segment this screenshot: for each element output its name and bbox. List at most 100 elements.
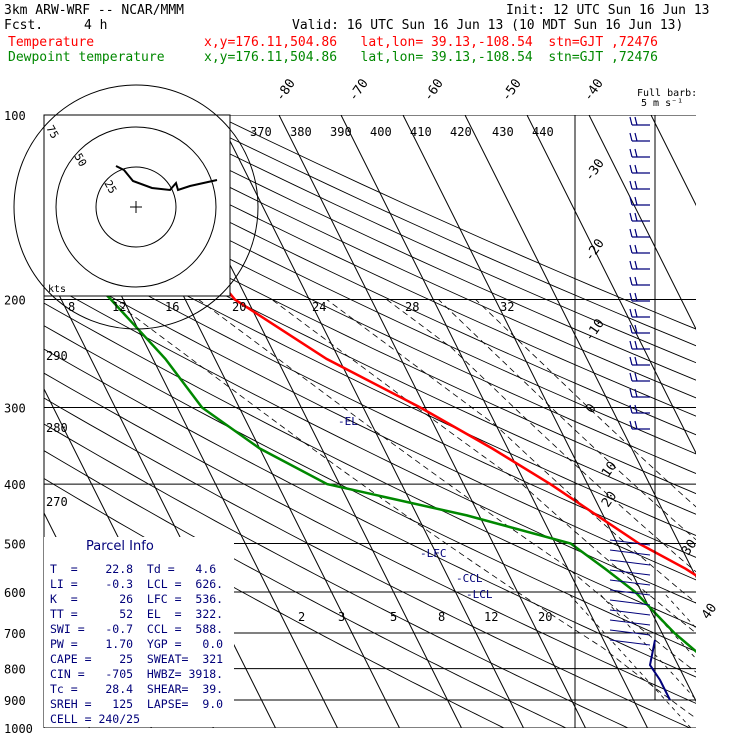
- wind-barb: [609, 559, 651, 566]
- isotherm-label: -10: [582, 316, 608, 344]
- hodo-ring: [95, 166, 177, 248]
- wind-barb: [609, 549, 651, 556]
- mixing-ratio-line: [731, 592, 740, 728]
- dry-adiabat: [183, 115, 696, 347]
- wind-barb: [629, 148, 650, 158]
- wind-barb: [629, 356, 650, 366]
- mixing-ratio-label: 3: [338, 610, 345, 624]
- wind-barb: [609, 569, 651, 576]
- isotherm-label: 0: [583, 401, 600, 416]
- dry-adiabat: [44, 161, 696, 474]
- theta-label: 380: [290, 125, 312, 139]
- hodo-speed-label: 32: [500, 300, 514, 314]
- dry-adiabat: [44, 259, 696, 581]
- pressure-tick-label: 100: [4, 109, 26, 123]
- temperature-legend: Temperature: [8, 35, 95, 50]
- temperature-location: x,y=176.11,504.86 lat,lon= 39.13,-108.54…: [204, 35, 658, 50]
- wind-barb: [629, 324, 650, 334]
- mixing-ratio-label: 12: [484, 610, 498, 624]
- wind-barb: [629, 260, 650, 270]
- dry-adiabat: [44, 280, 696, 604]
- isotherm-line: [588, 115, 696, 331]
- parcel-row: PW = 1.70 YGP = 0.0: [50, 637, 224, 651]
- parcel-row: CIN = -705 HWBZ= 3918.: [50, 667, 224, 681]
- theta-label: 440: [532, 125, 554, 139]
- wind-barb: [609, 579, 651, 586]
- dry-adiabat: [44, 372, 696, 704]
- dry-adiabat: [44, 180, 696, 495]
- hodo-ring: [13, 84, 259, 330]
- parcel-marker-label: -LCL: [466, 588, 493, 601]
- dry-adiabat: [44, 397, 691, 728]
- hodo-speed-label: 8: [68, 300, 75, 314]
- isotherm-line: [402, 115, 696, 703]
- wind-barb: [629, 308, 650, 318]
- fcst-value: 4 h: [84, 18, 108, 33]
- hodo-speed-label: 16: [165, 300, 179, 314]
- isotherm-label: -50: [499, 76, 525, 104]
- mixing-ratio-line: [597, 591, 696, 701]
- hodo-ring-label: 50: [71, 151, 89, 169]
- wind-barb: [629, 340, 650, 350]
- parcel-info-panel: Parcel Info T = 22.8 Td = 4.6 LI = -0.3 …: [44, 537, 234, 727]
- isotherm-label: 10: [599, 459, 620, 480]
- pressure-tick-label: 200: [4, 294, 26, 308]
- wind-barb: [629, 388, 650, 398]
- isotherm-label: -40: [581, 76, 607, 104]
- wind-barb: [629, 180, 650, 190]
- wind-barb: [629, 228, 650, 238]
- pressure-tick-label: 500: [4, 537, 26, 551]
- wind-barb: [609, 619, 651, 626]
- barb-legend-units: 5 m s⁻¹: [641, 98, 683, 109]
- parcel-row: Tc = 28.4 SHEAR= 39.: [50, 682, 224, 696]
- dry-adiabat: [151, 115, 696, 364]
- hodo-ring: [55, 126, 217, 288]
- theta-label: 400: [370, 125, 392, 139]
- wind-barb: [609, 629, 651, 636]
- theta-label: 430: [492, 125, 514, 139]
- isotherm-label: 30: [679, 537, 700, 558]
- hodograph-trace: [115, 165, 218, 192]
- pressure-tick-label: 700: [4, 627, 26, 641]
- mixing-ratio-line: [662, 591, 696, 629]
- theta-label: 410: [410, 125, 432, 139]
- hodo-speed-label: 12: [112, 300, 126, 314]
- dry-adiabat: [44, 423, 629, 728]
- dry-adiabat: [44, 325, 696, 653]
- parcel-info-title: Parcel Info: [86, 539, 154, 554]
- isotherm-line: [464, 115, 696, 579]
- mixing-ratio-label: 20: [538, 610, 552, 624]
- parcel-row: CELL = 240/25: [50, 712, 141, 726]
- wind-barb: [609, 589, 651, 596]
- wind-barb-cluster: [648, 639, 671, 701]
- hodo-speed-label: 24: [312, 300, 326, 314]
- moist-adiabat: [326, 299, 696, 604]
- parcel-row: SWI = -0.7 CCL = 588.: [50, 622, 224, 636]
- theta-label: 280: [46, 421, 68, 435]
- mixing-ratio-line: [566, 591, 692, 728]
- dry-adiabat: [44, 238, 696, 558]
- pressure-tick-label: 800: [4, 663, 26, 677]
- hodo-speed-label: 20: [232, 300, 246, 314]
- theta-label: 420: [450, 125, 472, 139]
- theta-label: 290: [46, 349, 68, 363]
- dry-adiabat: [44, 199, 696, 515]
- wind-barb: [629, 196, 650, 206]
- parcel-row: K = 26 LFC = 536.: [50, 592, 224, 606]
- mixing-ratio-label: 2: [298, 610, 305, 624]
- model-title: 3km ARW-WRF -- NCAR/MMM: [4, 3, 185, 18]
- parcel-marker-label: -LFC: [420, 547, 447, 560]
- dry-adiabat: [86, 115, 696, 399]
- wind-barb: [629, 404, 650, 414]
- hodograph-box: [43, 114, 231, 297]
- dewpoint-location: x,y=176.11,504.86 lat,lon= 39.13,-108.54…: [204, 50, 658, 65]
- isotherm-label: -20: [582, 236, 608, 264]
- isotherm-label: 40: [699, 601, 720, 622]
- pressure-tick-label: 300: [4, 401, 26, 415]
- parcel-row: LI = -0.3 LCL = 626.: [50, 577, 224, 591]
- dry-adiabat: [44, 348, 696, 678]
- moist-adiabat: [271, 299, 696, 634]
- wind-barb: [629, 276, 650, 286]
- wind-barb: [629, 420, 650, 430]
